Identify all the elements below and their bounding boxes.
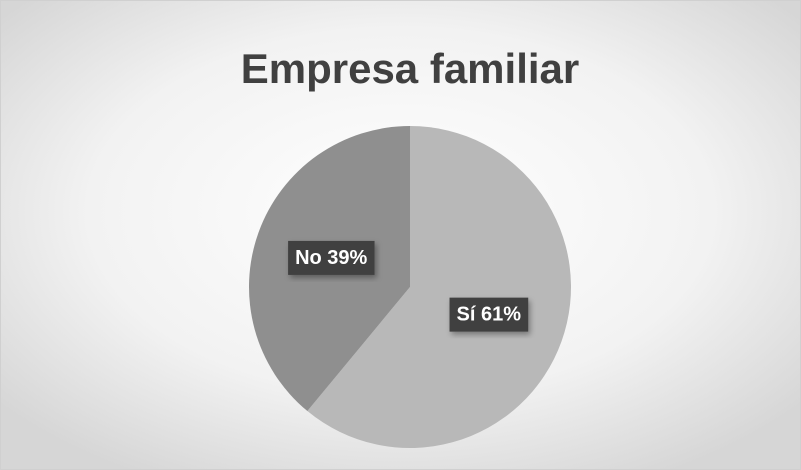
- data-label-text: No 39%: [295, 247, 367, 269]
- data-label: Sí 61%: [449, 297, 529, 332]
- chart-title: Empresa familiar: [241, 45, 580, 92]
- pie: [249, 126, 571, 449]
- data-label: No 39%: [288, 240, 375, 275]
- data-labels: Sí 61% No 39%: [288, 240, 529, 332]
- pie-slice: [307, 126, 571, 449]
- data-label-text: Sí 61%: [457, 304, 522, 326]
- data-label-box: [288, 240, 375, 275]
- data-label-box: [449, 297, 529, 332]
